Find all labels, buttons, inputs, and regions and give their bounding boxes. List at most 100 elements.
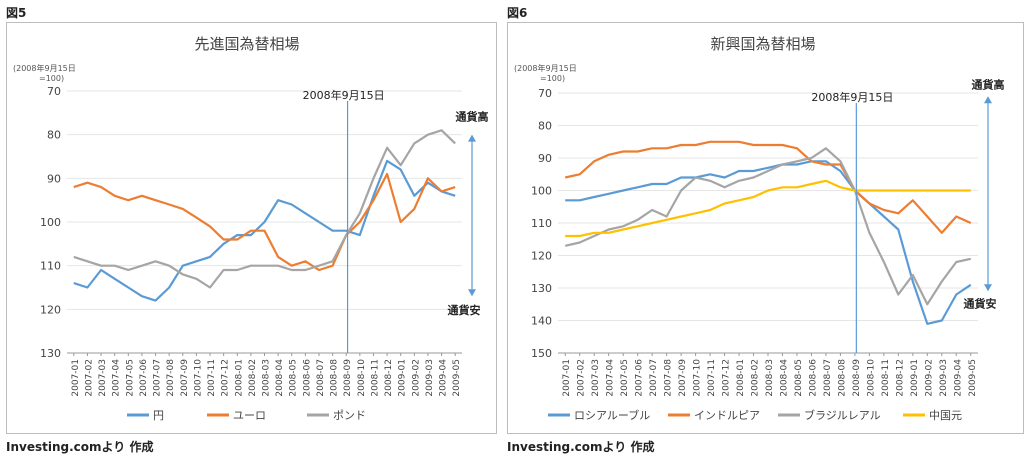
x-tick-label: 2008-05 <box>289 359 299 397</box>
y-tick-label: 110 <box>40 260 61 273</box>
y-tick-label: 140 <box>531 315 552 328</box>
arrow-down-head <box>984 284 992 292</box>
x-tick-label: 2008-07 <box>316 359 326 397</box>
x-tick-label: 2009-02 <box>411 359 421 397</box>
x-tick-label: 2007-12 <box>722 359 732 397</box>
series-line-1 <box>73 172 456 272</box>
chart-developed-fx: 先進国為替相場 (2008年9月15日=100) 70 80 90 100 110 120 13… <box>13 35 489 422</box>
x-tick-label: 2007-05 <box>125 359 135 397</box>
x-tick-label: 2009-01 <box>398 359 408 397</box>
x-tick-label: 2008-01 <box>234 359 244 397</box>
y-tick-label: 70 <box>47 85 61 98</box>
x-tick-label: 2008-10 <box>866 359 876 397</box>
y-tick-label: 70 <box>538 87 552 100</box>
x-tick-label: 2008-11 <box>370 359 380 397</box>
x-tick-label: 2009-04 <box>953 359 963 397</box>
chart-title: 新興国為替相場 <box>710 35 815 53</box>
arrow-up-head <box>984 96 992 104</box>
x-tick-label: 2007-08 <box>166 359 176 397</box>
chart-emerging-fx: 新興国為替相場 (2008年9月15日=100) 70 80 90 100 110 120 13… <box>514 35 1005 422</box>
x-tick-label: 2007-10 <box>193 359 203 397</box>
y-tick-label: 90 <box>538 152 552 165</box>
series-line-2 <box>564 147 972 306</box>
x-tick-label: 2008-12 <box>384 359 394 397</box>
x-tick-label: 2008-12 <box>895 359 905 397</box>
y-tick-label: 90 <box>47 172 61 185</box>
x-tick-label: 2007-11 <box>207 359 217 397</box>
x-tick-label: 2008-11 <box>881 359 891 397</box>
legend-label-1: インドルピア <box>694 409 760 422</box>
x-tick-label: 2008-02 <box>751 359 761 397</box>
legend-label-0: ロシアルーブル <box>574 408 650 422</box>
annotation-currency-up: 通貨高 <box>972 77 1005 91</box>
x-tick-label: 2007-02 <box>577 359 587 397</box>
x-tick-label: 2008-03 <box>765 359 775 397</box>
x-tick-label: 2007-12 <box>221 359 231 397</box>
x-tick-label: 2007-03 <box>98 359 108 397</box>
x-tick-label: 2007-10 <box>693 359 703 397</box>
x-tick-label: 2009-04 <box>439 359 449 397</box>
x-tick-label: 2008-04 <box>779 359 789 397</box>
x-tick-label: 2007-11 <box>707 359 717 397</box>
x-tick-label: 2008-09 <box>343 359 353 397</box>
y-tick-label: 80 <box>538 120 552 133</box>
series-line-2 <box>73 129 456 289</box>
annotation-currency-up: 通貨高 <box>456 110 489 124</box>
source-note-6: Investing.comより 作成 <box>507 440 655 454</box>
x-tick-label: 2008-05 <box>794 359 804 397</box>
series-line-0 <box>73 159 456 302</box>
x-tick-label: 2008-10 <box>357 359 367 397</box>
y-tick-label: 110 <box>531 217 552 230</box>
legend-label-0: 円 <box>153 409 164 422</box>
y-unit-label-line2: =100) <box>540 74 565 83</box>
x-tick-label: 2007-04 <box>112 359 122 397</box>
y-tick-label: 130 <box>531 282 552 295</box>
figure-label-5: 図5 <box>6 6 27 20</box>
x-tick-label: 2007-03 <box>591 359 601 397</box>
y-tick-label: 120 <box>531 250 552 263</box>
y-tick-label: 100 <box>531 185 552 198</box>
x-tick-label: 2008-06 <box>808 359 818 397</box>
y-tick-label: 100 <box>40 216 61 229</box>
x-tick-label: 2007-01 <box>562 359 572 397</box>
x-tick-label: 2009-03 <box>425 359 435 397</box>
x-tick-label: 2007-09 <box>678 359 688 397</box>
x-tick-label: 2007-02 <box>84 359 94 397</box>
event-line-label: 2008年9月15日 <box>303 88 385 102</box>
x-tick-label: 2007-06 <box>635 359 645 397</box>
x-tick-label: 2008-04 <box>275 359 285 397</box>
chart-panel-developed: 先進国為替相場 (2008年9月15日 =100) 70 80 90 100 110 120 13… <box>6 22 497 434</box>
y-tick-label: 80 <box>47 129 61 142</box>
x-tick-label: 2009-05 <box>452 359 462 397</box>
series-line-3 <box>565 179 971 238</box>
x-tick-label: 2007-09 <box>180 359 190 397</box>
annotation-currency-down: 通貨安 <box>448 303 481 317</box>
x-tick-label: 2008-01 <box>736 359 746 397</box>
x-tick-label: 2007-06 <box>139 359 149 397</box>
x-tick-label: 2009-05 <box>968 359 978 397</box>
x-tick-label: 2009-02 <box>924 359 934 397</box>
x-tick-label: 2008-06 <box>302 359 312 397</box>
y-unit-label-line1: (2008年9月15日 <box>514 63 577 73</box>
arrow-up-head <box>468 134 476 142</box>
y-tick-label: 130 <box>40 347 61 360</box>
x-tick-label: 2007-05 <box>620 359 630 397</box>
chart-panel-emerging: 新興国為替相場 (2008年9月15日 =100) 70 80 90 100 110 120 13… <box>507 22 1024 434</box>
x-tick-label: 2007-07 <box>153 359 163 397</box>
legend-label-3: 中国元 <box>929 409 962 422</box>
legend-label-2: ブラジルレアル <box>804 408 881 422</box>
series-line-1 <box>564 140 972 234</box>
x-tick-label: 2008-02 <box>248 359 258 397</box>
x-tick-label: 2008-03 <box>262 359 272 397</box>
x-tick-label: 2009-01 <box>910 359 920 397</box>
annotation-currency-down: 通貨安 <box>964 296 997 310</box>
legend-label-1: ユーロ <box>233 409 266 422</box>
x-tick-label: 2008-09 <box>852 359 862 397</box>
series-line-0 <box>565 160 972 325</box>
x-tick-label: 2008-08 <box>330 359 340 397</box>
y-tick-label: 120 <box>40 303 61 316</box>
x-tick-label: 2008-08 <box>837 359 847 397</box>
source-note-5: Investing.comより 作成 <box>6 440 154 454</box>
legend-label-2: ポンド <box>333 409 366 422</box>
x-tick-label: 2007-04 <box>606 359 616 397</box>
